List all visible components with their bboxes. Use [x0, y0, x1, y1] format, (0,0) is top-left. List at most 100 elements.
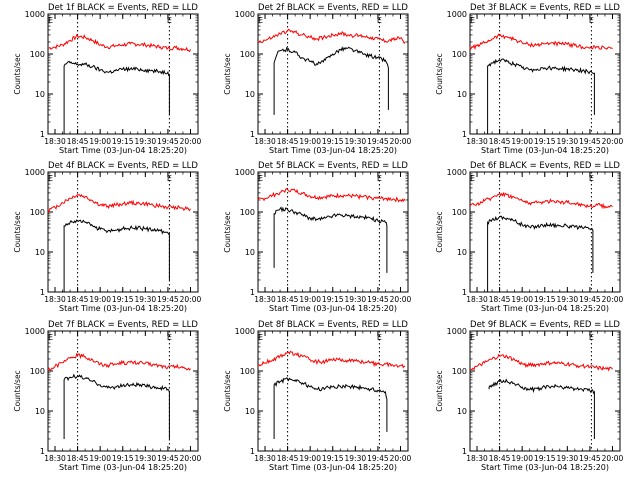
event-marker-label: E	[377, 174, 382, 183]
x-axis-label: Start Time (03-Jun-04 18:25:20)	[481, 463, 609, 472]
event-rate-line	[273, 46, 389, 115]
event-marker-label: E	[589, 333, 594, 342]
x-tick-label: 20:00	[602, 454, 624, 463]
chart-panel: Det 5f BLACK = Events, RED = LLD 1 10 100 10…	[223, 161, 412, 313]
event-marker-label: E	[258, 16, 263, 25]
lld-rate-line	[47, 34, 191, 53]
x-tick-label: 19:00	[511, 454, 533, 463]
y-tick-label: 10	[457, 407, 467, 416]
x-tick-label: 18:45	[489, 454, 511, 463]
y-tick-label: 1	[462, 288, 467, 297]
event-rate-line	[63, 219, 170, 292]
x-tick-label: 20:00	[180, 295, 202, 304]
x-tick-label: 18:30	[466, 295, 488, 304]
y-tick-label: 1	[250, 130, 255, 139]
chart-panel: Det 9f BLACK = Events, RED = LLD 1 10 100 10…	[435, 320, 624, 472]
x-tick-label: 18:30	[466, 454, 488, 463]
chart-title: Det 9f BLACK = Events, RED = LLD	[470, 320, 620, 330]
y-tick-label: 1	[40, 130, 45, 139]
x-tick-label: 19:00	[89, 137, 111, 146]
plot-frame	[469, 13, 621, 135]
chart-panel: Det 2f BLACK = Events, RED = LLD 1 10 100 10…	[223, 3, 412, 155]
y-tick-label: 100	[30, 50, 45, 59]
x-tick-label: 19:30	[557, 454, 579, 463]
y-tick-label: 100	[30, 367, 45, 376]
x-axis-label: Start Time (03-Jun-04 18:25:20)	[481, 304, 609, 313]
y-axis-label: Counts/sec	[435, 211, 444, 252]
event-rate-line	[63, 60, 170, 134]
y-tick-label: 1	[462, 130, 467, 139]
x-tick-label: 19:15	[322, 295, 344, 304]
event-marker-label: E	[589, 174, 594, 183]
y-tick-label: 1	[40, 447, 45, 456]
x-tick-label: 18:45	[67, 295, 89, 304]
x-tick-label: 18:45	[277, 137, 299, 146]
event-rate-line	[488, 378, 595, 439]
x-tick-label: 19:00	[89, 295, 111, 304]
y-tick-label: 1	[250, 447, 255, 456]
chart-panel: Det 3f BLACK = Events, RED = LLD 1 10 100 10…	[435, 3, 624, 155]
plot-frame	[47, 13, 199, 135]
plot-frame	[47, 171, 199, 293]
event-rate-line	[273, 377, 388, 439]
lld-rate-line	[47, 352, 191, 372]
x-tick-label: 19:15	[534, 295, 556, 304]
x-tick-label: 18:45	[67, 454, 89, 463]
x-tick-label: 19:45	[579, 137, 601, 146]
event-marker-label: E	[377, 333, 382, 342]
chart-title: Det 8f BLACK = Events, RED = LLD	[258, 320, 408, 330]
y-axis-label: Counts/sec	[13, 53, 22, 94]
chart-panel: Det 8f BLACK = Events, RED = LLD 1 10 100 10…	[223, 320, 412, 472]
lld-rate-line	[257, 28, 406, 45]
lld-rate-line	[469, 33, 613, 51]
event-marker-label: E	[377, 16, 382, 25]
y-tick-label: 1000	[25, 10, 45, 19]
x-tick-label: 19:15	[534, 454, 556, 463]
event-rate-line	[487, 215, 594, 292]
x-tick-label: 19:45	[367, 454, 389, 463]
y-tick-label: 10	[35, 90, 45, 99]
event-marker-label: E	[258, 174, 263, 183]
y-axis-label: Counts/sec	[435, 53, 444, 94]
x-tick-label: 18:30	[254, 454, 276, 463]
x-tick-label: 18:45	[67, 137, 89, 146]
plot-frame	[257, 330, 409, 452]
x-tick-label: 19:00	[299, 295, 321, 304]
plot-frame	[47, 330, 199, 452]
lld-rate-line	[469, 353, 613, 372]
event-marker-label: E	[167, 174, 172, 183]
x-tick-label: 19:30	[345, 454, 367, 463]
x-tick-label: 18:45	[277, 454, 299, 463]
y-tick-label: 10	[457, 90, 467, 99]
x-tick-label: 18:45	[489, 137, 511, 146]
y-tick-label: 1000	[235, 327, 255, 336]
x-tick-label: 18:30	[466, 137, 488, 146]
x-tick-label: 20:00	[602, 295, 624, 304]
chart-title: Det 5f BLACK = Events, RED = LLD	[258, 161, 408, 171]
event-marker-label: E	[470, 333, 475, 342]
lld-rate-line	[469, 191, 613, 210]
y-tick-label: 1000	[235, 10, 255, 19]
x-tick-label: 20:00	[180, 454, 202, 463]
plot-frame	[469, 330, 621, 452]
event-marker-label: E	[258, 333, 263, 342]
y-axis-label: Counts/sec	[435, 370, 444, 411]
event-marker-label: E	[589, 16, 594, 25]
x-tick-label: 19:00	[511, 295, 533, 304]
x-tick-label: 19:15	[112, 295, 134, 304]
chart-panel: Det 1f BLACK = Events, RED = LLD 1 10 100 10…	[13, 3, 202, 155]
y-tick-label: 1000	[447, 10, 467, 19]
y-tick-label: 1	[40, 288, 45, 297]
event-marker-label: E	[470, 174, 475, 183]
x-tick-label: 20:00	[602, 137, 624, 146]
lld-rate-line	[47, 193, 191, 213]
event-marker-label: E	[167, 333, 172, 342]
event-marker-label: E	[48, 174, 53, 183]
x-tick-label: 18:30	[254, 295, 276, 304]
x-tick-label: 19:45	[157, 295, 179, 304]
chart-panel: Det 7f BLACK = Events, RED = LLD 1 10 100 10…	[13, 320, 202, 472]
x-tick-label: 19:15	[534, 137, 556, 146]
lld-rate-line	[257, 350, 406, 369]
x-tick-label: 18:45	[277, 295, 299, 304]
